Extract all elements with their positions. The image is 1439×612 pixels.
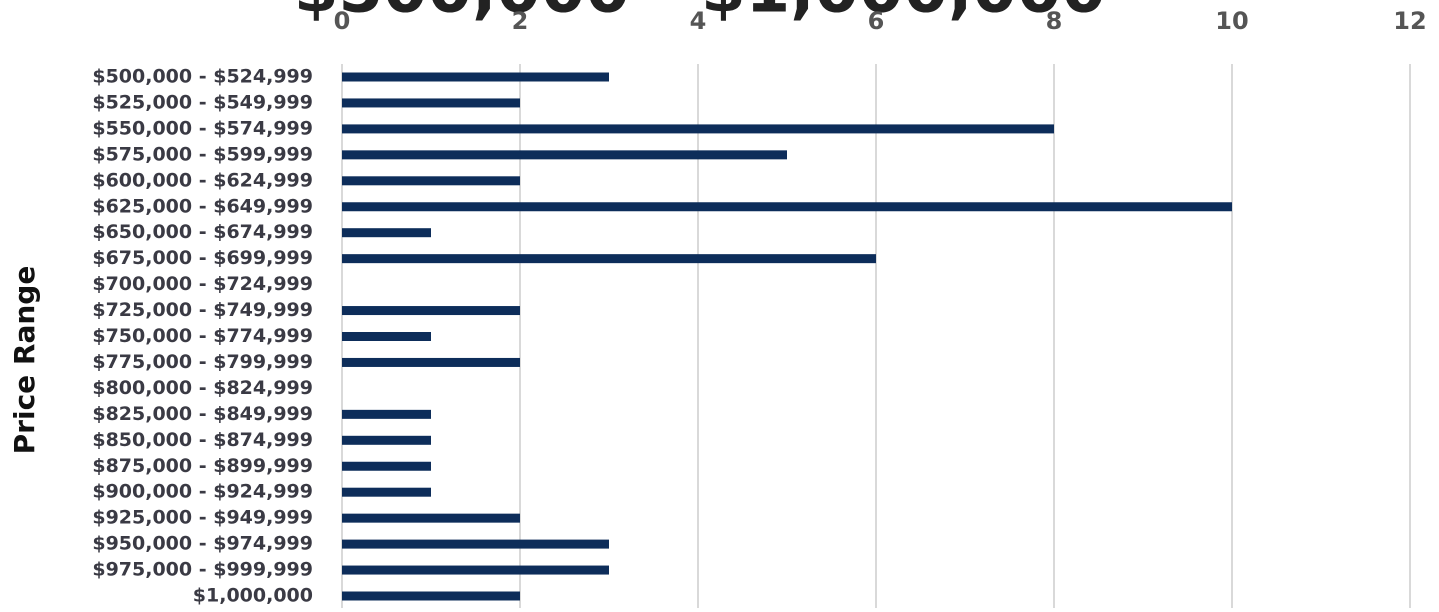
x-tick-label: 4 [690,7,707,35]
bar [342,461,431,471]
x-tick-label: 0 [334,7,351,35]
bar [342,150,787,160]
y-tick-label: $750,000 - $774,999 [92,325,313,347]
y-tick-label: $650,000 - $674,999 [92,221,313,243]
bar [342,409,431,419]
y-tick-label: $675,000 - $699,999 [92,247,313,269]
y-tick-label: $925,000 - $949,999 [92,507,313,529]
y-tick-label: $800,000 - $824,999 [92,377,313,399]
bar [342,72,609,82]
y-tick-label: $500,000 - $524,999 [92,66,313,88]
chart-title: $500,000 - $1,000,000 [294,0,1106,28]
y-tick-label: $725,000 - $749,999 [92,299,313,321]
bar [342,591,520,601]
bar [342,539,609,549]
bar [342,565,609,575]
bar [342,98,520,108]
bar [342,357,520,367]
bar [342,435,431,445]
y-tick-label: $625,000 - $649,999 [92,195,313,217]
x-tick-label: 10 [1215,7,1248,35]
y-tick-label: $975,000 - $999,999 [92,559,313,581]
y-tick-label: $875,000 - $899,999 [92,455,313,477]
bar [342,513,520,523]
y-tick-label: $825,000 - $849,999 [92,403,313,425]
y-tick-label: $525,000 - $549,999 [92,91,313,113]
x-tick-label: 12 [1393,7,1426,35]
bar [342,254,876,264]
bar [342,228,431,238]
bar [342,332,431,341]
y-tick-label: $550,000 - $574,999 [92,117,313,139]
y-tick-label: $575,000 - $599,999 [92,143,313,165]
y-tick-label: $850,000 - $874,999 [92,429,313,451]
bar [342,124,1054,134]
x-tick-label: 2 [512,7,529,35]
x-tick-label: 6 [868,7,885,35]
bar [342,487,431,497]
y-tick-label: $900,000 - $924,999 [92,481,313,503]
y-tick-label: $700,000 - $724,999 [92,273,313,295]
bar [342,306,520,316]
y-tick-label: $1,000,000 [193,585,313,607]
y-tick-label: $950,000 - $974,999 [92,533,313,555]
x-tick-label: 8 [1046,7,1063,35]
y-tick-label: $600,000 - $624,999 [92,169,313,191]
y-tick-label: $775,000 - $799,999 [92,351,313,373]
y-axis-label: Price Range [8,266,41,455]
bar [342,202,1232,212]
bar [342,176,520,186]
